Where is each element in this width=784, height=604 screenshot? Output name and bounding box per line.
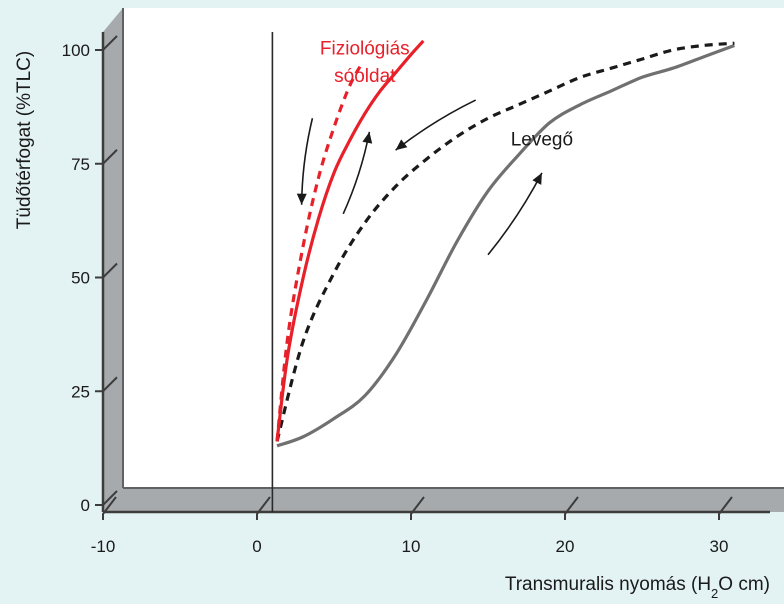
y-tick-label: 50	[71, 269, 90, 288]
x-tick-label: 0	[252, 537, 261, 556]
series-line-1	[275, 62, 364, 442]
x-tick-label: -10	[91, 537, 116, 556]
y-tick-label: 100	[62, 41, 90, 60]
x-tick-mark	[102, 496, 117, 520]
series-line-2	[275, 41, 735, 442]
back-wall-left	[103, 8, 123, 512]
y-axis-ticks: 0 25 50 75 100	[62, 35, 118, 515]
back-wall-bottom	[103, 488, 784, 512]
x-tick-mark	[564, 496, 579, 520]
x-tick-label: 30	[710, 537, 729, 556]
annotation-2: Levegő	[511, 130, 573, 151]
y-tick-mark	[95, 262, 118, 279]
y-tick-label: 75	[71, 155, 90, 174]
arrow-head-down	[296, 193, 307, 205]
x-axis-title: Transmuralis nyomás (H2O cm)	[505, 574, 770, 601]
x-tick-label: 10	[402, 537, 421, 556]
series-line-0	[275, 39, 425, 442]
y-tick-mark	[95, 376, 118, 393]
y-tick-mark	[95, 35, 118, 51]
x-tick-label: 20	[556, 537, 575, 556]
x-tick-mark	[718, 496, 733, 520]
x-axis-title-suffix: O cm)	[718, 574, 770, 595]
y-tick-mark	[95, 149, 118, 165]
arrow-head-down-left	[395, 139, 408, 151]
arrow-head-up-right	[532, 172, 542, 185]
y-tick-label: 0	[81, 496, 90, 515]
x-axis-title-prefix: Transmuralis nyomás (H	[505, 574, 711, 595]
annotation-0: Fiziológiás	[320, 39, 410, 60]
y-axis-title: Tüdőtérfogat (%TLC)	[14, 51, 35, 229]
series-line-3	[276, 43, 735, 448]
series-layer	[275, 39, 735, 448]
annotation-1: sóoldat	[334, 66, 396, 87]
x-axis-title-subscript: 2	[711, 586, 718, 601]
x-tick-mark	[410, 496, 425, 520]
x-tick-mark	[256, 496, 271, 520]
direction-arrows	[296, 99, 543, 256]
y-tick-mark	[95, 490, 118, 506]
y-tick-label: 25	[71, 382, 90, 401]
arrow-head-up	[362, 131, 373, 144]
x-axis-ticks: -10 0 10 20 30	[91, 496, 733, 556]
curve-annotations: Fiziológiás sóoldat Levegő	[320, 39, 573, 151]
